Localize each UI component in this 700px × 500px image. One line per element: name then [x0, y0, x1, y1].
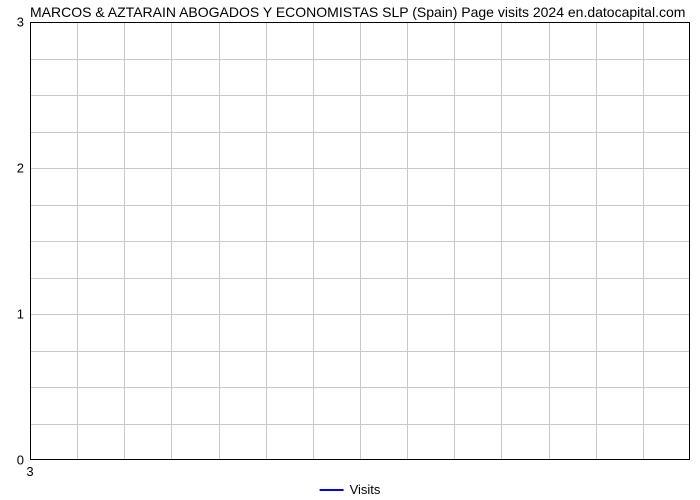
y-tick-label: 1	[17, 307, 24, 322]
gridline-horizontal	[30, 168, 690, 169]
chart-container: MARCOS & AZTARAIN ABOGADOS Y ECONOMISTAS…	[0, 0, 700, 500]
gridline-horizontal	[30, 241, 690, 242]
x-tick-label: 3	[26, 464, 33, 479]
gridline-horizontal	[30, 205, 690, 206]
plot-area: 0123 3	[30, 22, 690, 460]
gridline-horizontal	[30, 278, 690, 279]
gridline-horizontal	[30, 351, 690, 352]
y-tick-label: 0	[17, 453, 24, 468]
gridline-horizontal	[30, 59, 690, 60]
y-tick-label: 2	[17, 161, 24, 176]
gridline-horizontal	[30, 132, 690, 133]
chart-title: MARCOS & AZTARAIN ABOGADOS Y ECONOMISTAS…	[30, 4, 690, 20]
gridline-horizontal	[30, 387, 690, 388]
legend-label: Visits	[350, 482, 381, 497]
gridline-horizontal	[30, 95, 690, 96]
gridline-horizontal	[30, 424, 690, 425]
y-tick-label: 3	[17, 15, 24, 30]
legend-line-icon	[320, 489, 344, 491]
gridline-horizontal	[30, 314, 690, 315]
legend: Visits	[320, 482, 381, 497]
